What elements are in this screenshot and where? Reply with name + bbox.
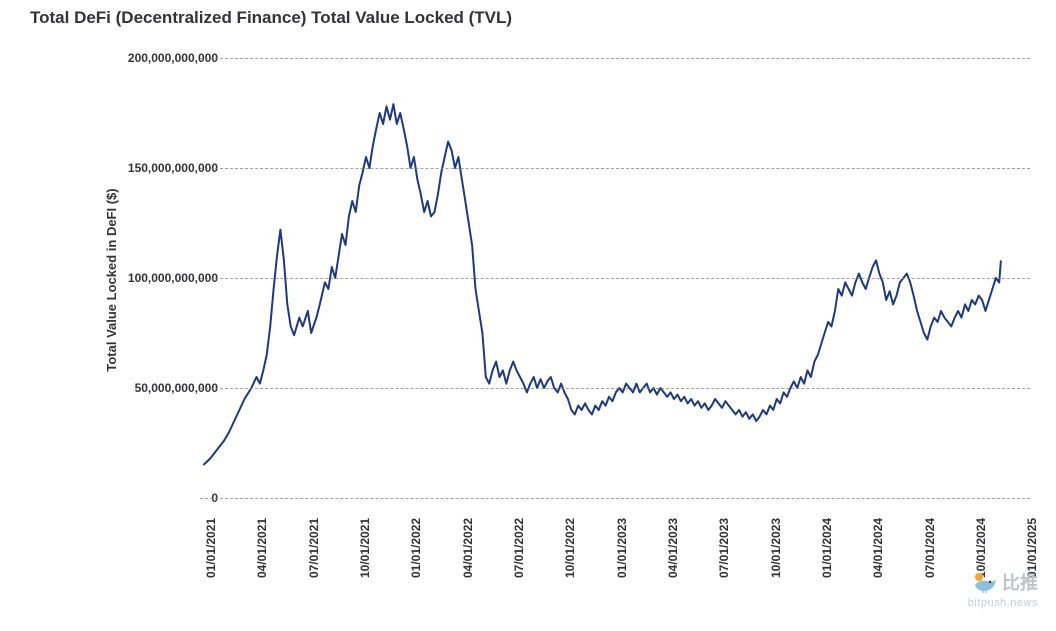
y-tick-label: 200,000,000,000 [0, 51, 218, 65]
x-tick-label: 07/01/2021 [307, 518, 321, 578]
x-tick-label: 10/01/2021 [358, 518, 372, 578]
watermark-url: bitpush.news [968, 597, 1038, 609]
x-tick-label: 04/01/2021 [255, 518, 269, 578]
gridline [200, 388, 1030, 389]
y-tick-label: 50,000,000,000 [0, 381, 218, 395]
x-tick-label: 01/01/2024 [820, 518, 834, 578]
y-tick-label: 0 [0, 491, 218, 505]
x-tick-label: 07/01/2022 [512, 518, 526, 578]
x-tick-label: 01/01/2023 [615, 518, 629, 578]
bird-icon [972, 571, 998, 593]
chart-title: Total DeFi (Decentralized Finance) Total… [30, 8, 512, 28]
gridline [200, 498, 1030, 499]
chart-container: Total DeFi (Decentralized Finance) Total… [0, 0, 1056, 631]
x-tick-label: 01/01/2022 [409, 518, 423, 578]
tvl-line-series [203, 104, 1001, 465]
gridline [200, 278, 1030, 279]
x-tick-label: 10/01/2022 [563, 518, 577, 578]
x-tick-label: 07/01/2023 [717, 518, 731, 578]
watermark-text: 比推 [1002, 569, 1038, 595]
x-tick-label: 04/01/2024 [871, 518, 885, 578]
y-tick-label: 150,000,000,000 [0, 161, 218, 175]
x-tick-label: 07/01/2024 [923, 518, 937, 578]
x-tick-label: 04/01/2022 [461, 518, 475, 578]
gridline [200, 168, 1030, 169]
y-tick-label: 100,000,000,000 [0, 271, 218, 285]
x-tick-label: 04/01/2023 [666, 518, 680, 578]
x-tick-label: 01/01/2021 [204, 518, 218, 578]
plot-area [200, 58, 1030, 498]
watermark-logo: 比推 [972, 569, 1038, 595]
x-tick-label: 10/01/2023 [769, 518, 783, 578]
gridline [200, 58, 1030, 59]
